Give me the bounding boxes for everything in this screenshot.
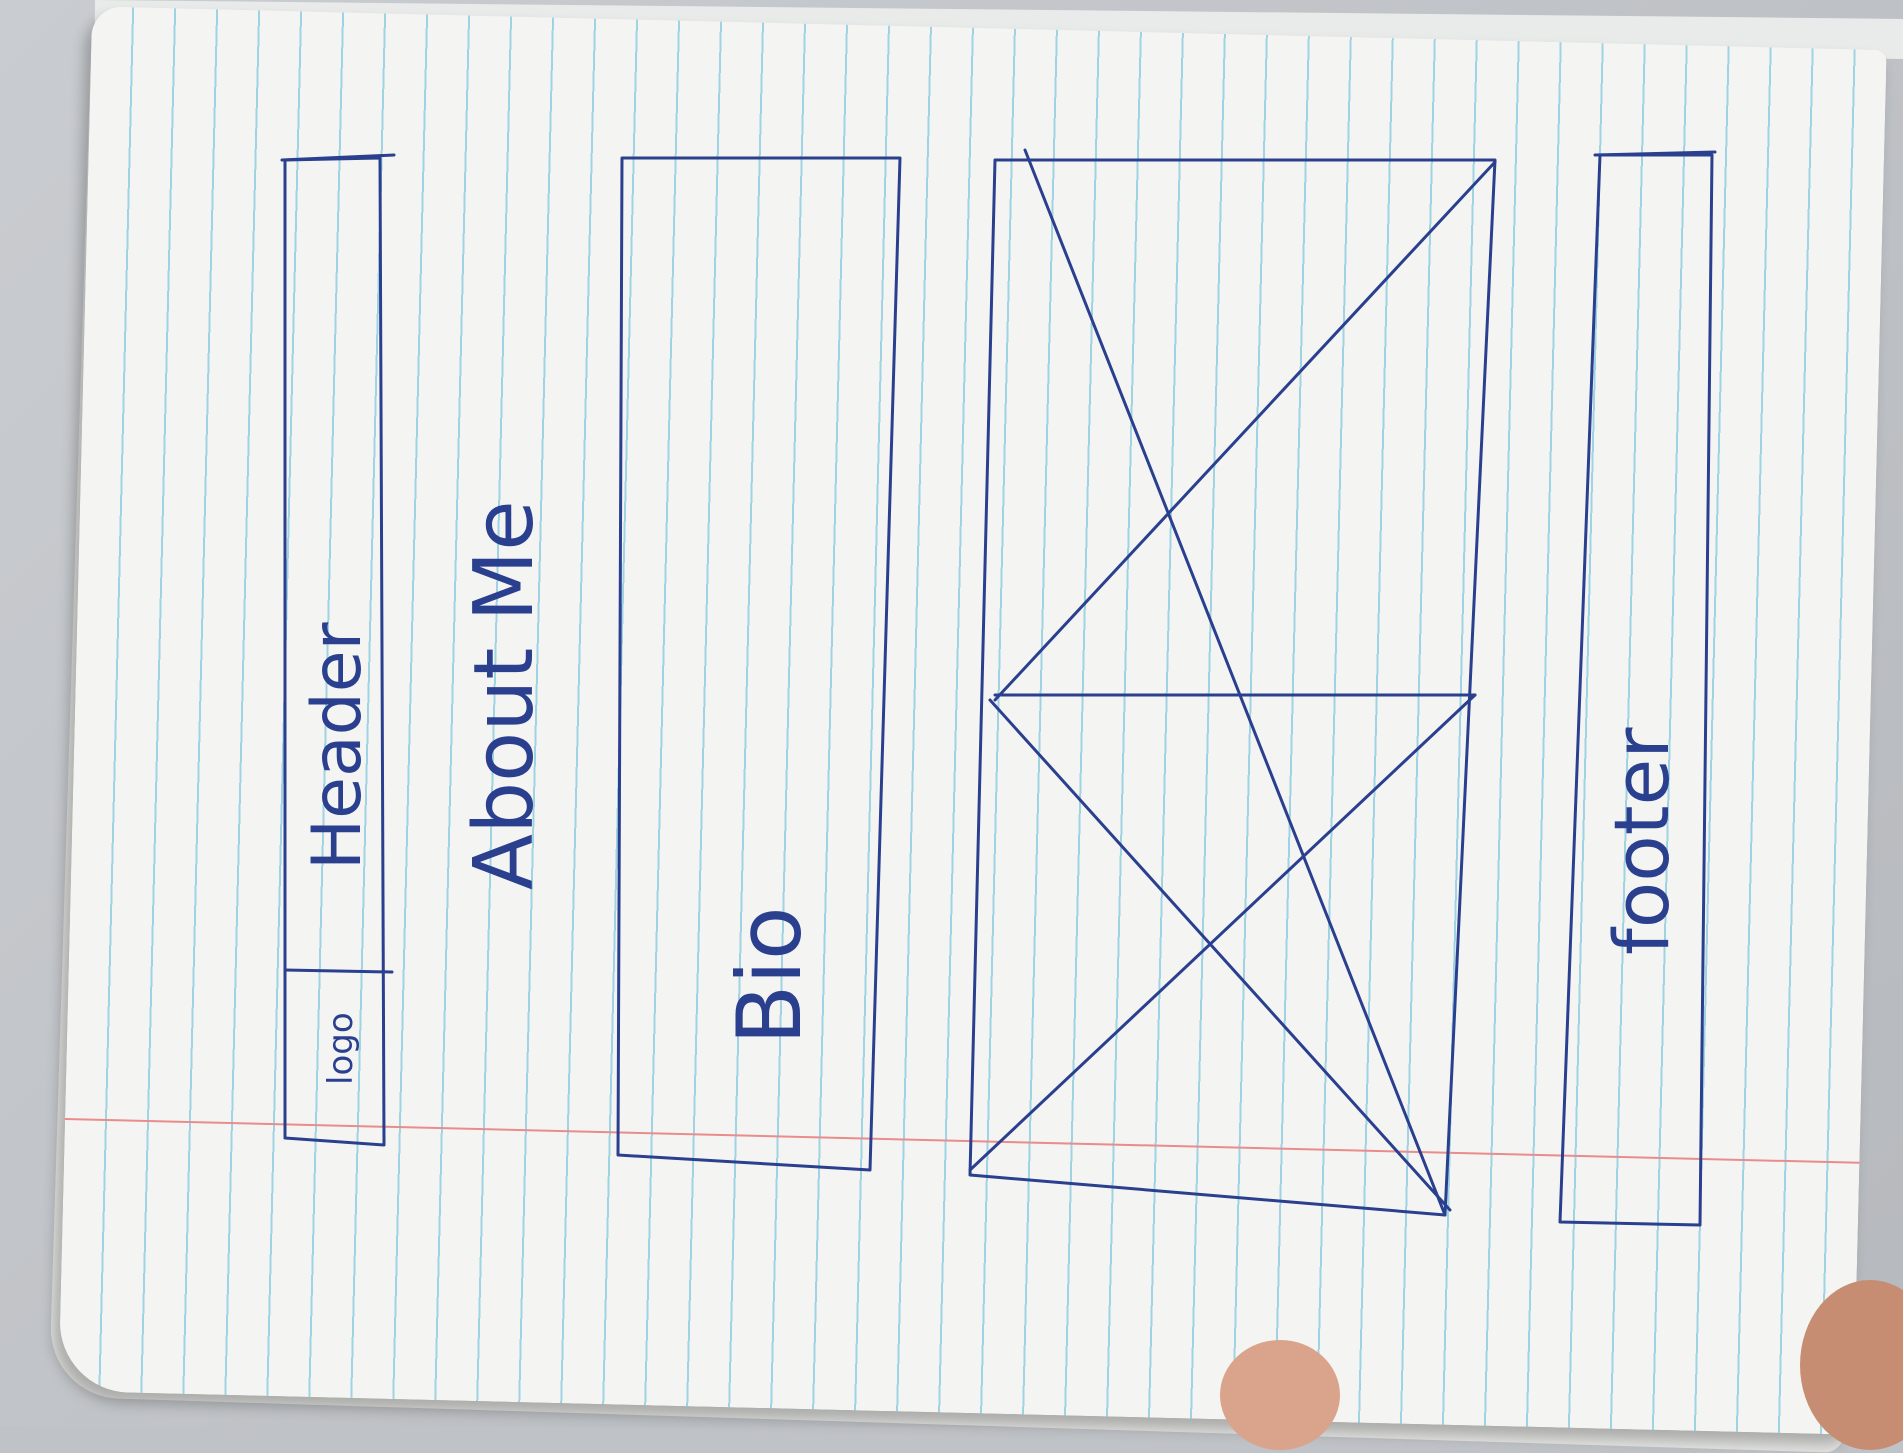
image-cross-5 (988, 698, 1452, 1212)
logo-divider (283, 968, 394, 974)
bio-label: Bio (718, 906, 821, 1045)
bio-box (616, 156, 902, 1172)
image-placeholder-box (968, 158, 1497, 1217)
header-top-tick (280, 153, 396, 162)
header-box (283, 156, 386, 1147)
footer-top-tick (1593, 150, 1717, 157)
image-cross-4 (968, 693, 1477, 1172)
hand (1800, 1280, 1903, 1450)
about-me-title: About Me (457, 500, 552, 890)
footer-label: footer (1597, 727, 1686, 955)
image-cross-2 (993, 160, 1497, 702)
header-label: Header (298, 622, 377, 870)
logo-label: logo (321, 1012, 361, 1085)
image-cross-1 (1023, 148, 1447, 1217)
footer-box (1558, 153, 1714, 1227)
thumb (1220, 1340, 1340, 1450)
